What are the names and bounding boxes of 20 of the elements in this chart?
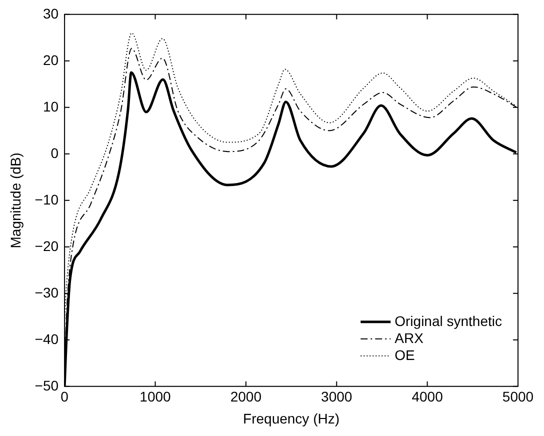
y-axis-title: Magnitude (dB)	[7, 152, 24, 248]
y-tick-label: 10	[42, 98, 59, 114]
x-axis-title: Frequency (Hz)	[243, 410, 340, 426]
legend-label: ARX	[394, 330, 424, 346]
x-tick-label: 5000	[502, 388, 534, 405]
x-tick-label: 2000	[230, 388, 262, 405]
legend-label: Original synthetic	[394, 312, 502, 329]
x-tick-label: 4000	[412, 388, 444, 405]
y-tick-label: 30	[42, 5, 59, 22]
y-tick-label: −40	[34, 330, 59, 347]
y-tick-label: 20	[42, 52, 59, 68]
x-tick-label: 1000	[140, 388, 172, 405]
y-tick-label: 0	[50, 144, 59, 161]
x-tick-label: 3000	[321, 388, 352, 405]
x-tick-label: 0	[60, 388, 69, 405]
y-tick-label: −20	[34, 238, 59, 254]
y-tick-label: −30	[34, 284, 59, 300]
y-tick-label: −50	[34, 377, 59, 394]
legend-label: OE	[394, 346, 415, 363]
y-tick-label: −10	[34, 191, 59, 208]
